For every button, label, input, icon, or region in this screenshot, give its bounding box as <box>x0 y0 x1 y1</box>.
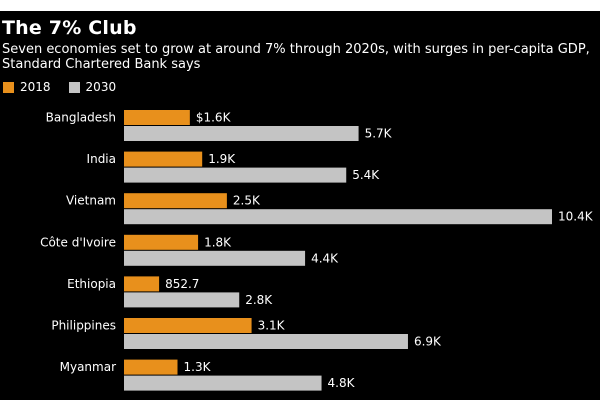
legend: 2018 2030 <box>3 80 134 94</box>
data-label-2030-bangladesh: 5.7K <box>365 127 393 141</box>
legend-swatch-2018 <box>3 81 14 93</box>
bar-2018-ethiopia <box>124 276 160 292</box>
bar-chart-plot: Bangladesh $1.6K 5.7K India 1.9K 5.4K Vietnam 2… <box>40 110 594 391</box>
legend-label-2018: 2018 <box>20 80 51 94</box>
data-label-2018-myanmar: 1.3K <box>184 360 212 374</box>
data-label-2030-c-te-d-ivoire: 4.4K <box>311 251 339 265</box>
data-label-2018-india: 1.9K <box>208 152 236 166</box>
chart-frame: The 7% Club Seven economies set to grow … <box>0 11 600 400</box>
legend-item-2030: 2030 <box>68 80 117 94</box>
data-label-2018-ethiopia: 852.7 <box>165 277 199 291</box>
category-label-philippines: Philippines <box>51 319 116 333</box>
bar-2030-ethiopia <box>124 292 240 308</box>
data-label-2030-philippines: 6.9K <box>414 335 442 349</box>
bar-2018-bangladesh <box>124 110 190 125</box>
legend-label-2030: 2030 <box>85 80 117 94</box>
bar-2030-india <box>124 167 347 183</box>
data-label-2018-vietnam: 2.5K <box>233 194 261 208</box>
category-label-c-te-d-ivoire: Côte d'Ivoire <box>40 235 116 249</box>
bar-2030-myanmar <box>124 375 322 391</box>
data-label-2030-myanmar: 4.8K <box>328 376 356 390</box>
data-label-2018-philippines: 3.1K <box>258 319 286 333</box>
category-label-vietnam: Vietnam <box>66 194 116 208</box>
legend-item-2018: 2018 <box>3 80 51 94</box>
bar-2030-bangladesh <box>124 126 359 141</box>
category-label-myanmar: Myanmar <box>60 360 116 374</box>
category-label-india: India <box>87 152 116 166</box>
data-label-2030-vietnam: 10.4K <box>558 210 594 224</box>
bar-2018-vietnam <box>124 193 227 209</box>
bar-2030-philippines <box>124 334 408 349</box>
category-label-bangladesh: Bangladesh <box>46 111 116 125</box>
category-label-ethiopia: Ethiopia <box>67 277 116 291</box>
chart-title: The 7% Club <box>2 17 137 39</box>
bar-2030-vietnam <box>124 209 552 225</box>
data-label-2018-bangladesh: $1.6K <box>196 111 232 125</box>
bar-2030-c-te-d-ivoire <box>124 250 306 266</box>
data-label-2018-c-te-d-ivoire: 1.8K <box>204 235 232 249</box>
bar-2018-myanmar <box>124 359 178 375</box>
chart-subtitle: Seven economies set to grow at around 7%… <box>2 42 590 72</box>
data-label-2030-india: 5.4K <box>352 168 380 182</box>
legend-swatch-2030 <box>68 81 80 93</box>
bar-2018-c-te-d-ivoire <box>124 234 199 250</box>
bar-2018-philippines <box>124 318 252 333</box>
bar-2018-india <box>124 151 203 167</box>
data-label-2030-ethiopia: 2.8K <box>245 293 273 307</box>
